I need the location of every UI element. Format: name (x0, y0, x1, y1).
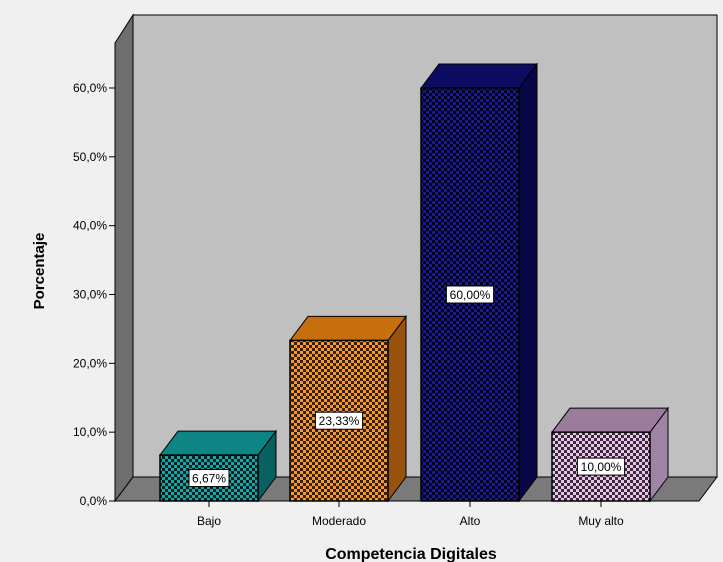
bar-muy-alto: 10,00% (551, 406, 669, 503)
y-axis-label: Porcentaje (31, 233, 48, 310)
x-axis: Bajo Moderado Alto Muy alto (197, 501, 624, 528)
y-tick-label: 10,0% (73, 425, 107, 439)
bars: 6,67% 23,33% 60,00% 10,00% (159, 62, 669, 503)
bar-top (420, 63, 538, 89)
x-axis-label: Competencia Digitales (325, 546, 497, 562)
side-wall (114, 13, 134, 503)
data-label: 6,67% (192, 472, 226, 486)
bar-top (551, 407, 669, 433)
bar-moderado: 23,33% (289, 314, 407, 503)
x-tick-label: Bajo (197, 514, 221, 528)
data-label-box (445, 285, 495, 304)
data-label: 60,00% (450, 288, 491, 302)
y-tick-label: 20,0% (73, 356, 107, 370)
data-label-box (576, 457, 626, 476)
y-tick-label: 0,0% (80, 494, 108, 508)
data-label-box (314, 411, 364, 430)
x-tick-label: Alto (460, 514, 481, 528)
bar-alto: 60,00% (420, 62, 538, 503)
y-tick-label: 50,0% (73, 150, 107, 164)
x-tick-label: Moderado (312, 514, 366, 528)
data-label: 23,33% (319, 414, 360, 428)
bar-side (387, 314, 407, 503)
bar-bajo: 6,67% (159, 429, 277, 503)
y-axis: 0,0% 10,0% 20,0% 30,0% 40,0% 50,0% 60,0% (73, 81, 116, 508)
bar-side (518, 62, 538, 503)
data-label: 10,00% (581, 460, 622, 474)
bar-top (289, 315, 407, 341)
bar-top (159, 430, 277, 456)
data-label-box (188, 469, 230, 488)
y-tick-label: 30,0% (73, 288, 107, 302)
y-tick-label: 40,0% (73, 219, 107, 233)
y-tick-label: 60,0% (73, 81, 107, 95)
x-tick-label: Muy alto (578, 514, 624, 528)
